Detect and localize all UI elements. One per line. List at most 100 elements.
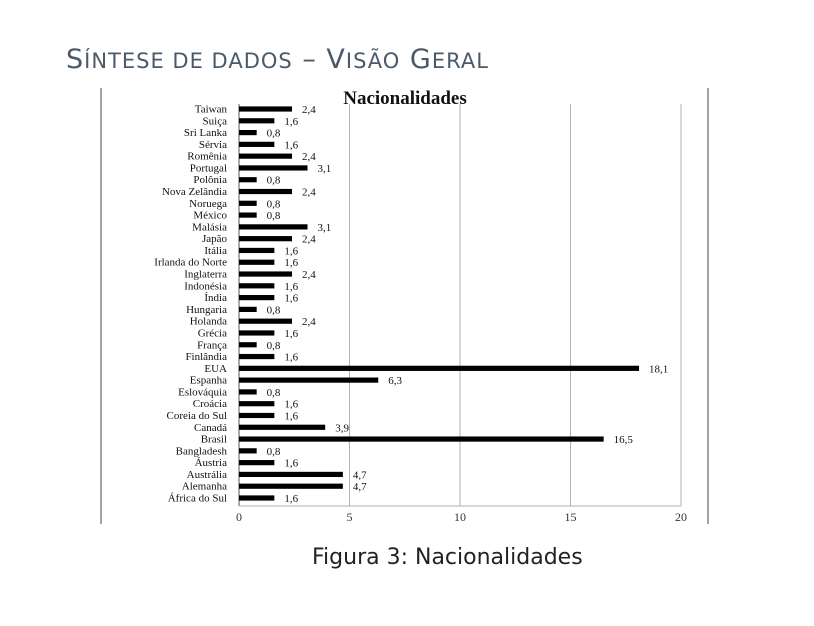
bar — [239, 188, 293, 195]
category-label: Irlanda do Norte — [154, 257, 227, 269]
slide-title-part: G — [400, 44, 432, 75]
data-label: 2,4 — [302, 104, 316, 116]
category-label: Polônia — [193, 174, 227, 186]
data-label: 2,4 — [302, 234, 316, 246]
data-label: 3,1 — [318, 222, 332, 234]
category-label: França — [197, 339, 227, 351]
category-label: Suiça — [203, 115, 228, 127]
bar — [239, 236, 293, 242]
category-label: Noruega — [189, 198, 227, 210]
data-label: 4,7 — [353, 469, 367, 481]
bar — [239, 401, 275, 407]
bar — [239, 259, 275, 265]
data-label: 2,4 — [302, 187, 316, 199]
slide-title-part: ERAL — [431, 49, 489, 73]
data-label: 3,9 — [335, 422, 349, 434]
data-label: 0,8 — [267, 198, 281, 210]
category-label: Malásia — [192, 221, 227, 233]
category-label: Índia — [204, 292, 227, 304]
category-label: Canadá — [194, 422, 227, 434]
category-label: México — [193, 210, 227, 222]
data-label: 0,8 — [267, 340, 281, 352]
data-label: 2,4 — [302, 316, 316, 328]
data-label: 1,6 — [284, 410, 298, 422]
slide-title-part: S — [66, 44, 85, 75]
data-label: 1,6 — [284, 257, 298, 269]
label-layer: 0 5 10 15 20 Taiwan 2,4 Suiça 1,6 Sri Lanka 0,8 Sér… — [154, 104, 687, 525]
category-label: Finlândia — [185, 351, 227, 363]
category-label: Nova Zelândia — [162, 186, 227, 198]
category-label: Portugal — [190, 162, 227, 174]
category-label: Holanda — [190, 316, 227, 328]
bar — [239, 353, 275, 360]
bar — [239, 306, 257, 312]
bar — [239, 412, 275, 419]
bar — [239, 448, 257, 454]
bar — [239, 483, 343, 489]
data-label: 1,6 — [284, 399, 298, 411]
category-label: Brasil — [201, 434, 227, 446]
slide-title-part: V — [326, 44, 346, 75]
data-label: 1,6 — [284, 116, 298, 128]
category-label: Grécia — [198, 327, 227, 339]
bar — [239, 200, 257, 206]
bar — [239, 365, 640, 371]
category-label: Eslováquia — [178, 386, 227, 398]
bar — [239, 330, 275, 336]
category-label: África do Sul — [168, 493, 227, 505]
data-label: 4,7 — [353, 481, 367, 493]
bar — [239, 153, 293, 159]
slide-title-part: ÍNTESE DE DADOS — [84, 49, 293, 73]
bar-layer — [239, 106, 640, 501]
category-label: Croácia — [193, 398, 227, 410]
category-label: Taiwan — [195, 104, 228, 116]
bar — [239, 342, 257, 348]
bar — [239, 436, 604, 442]
x-tick-label: 10 — [454, 510, 466, 524]
category-label: Coreia do Sul — [167, 410, 228, 422]
bar — [239, 129, 257, 136]
category-label: Sri Lanka — [184, 127, 227, 139]
bar — [239, 471, 343, 478]
data-label: 0,8 — [267, 446, 281, 458]
bar — [239, 106, 293, 112]
bar — [239, 165, 308, 171]
bar — [239, 318, 293, 324]
bar — [239, 247, 275, 254]
data-label: 1,6 — [284, 458, 298, 470]
figure-caption: Figura 3: Nacionalidades — [312, 545, 583, 570]
x-tick-label: 20 — [675, 510, 687, 524]
x-tick-label: 5 — [347, 510, 353, 524]
category-label: Romênia — [187, 151, 227, 163]
slide-title-dash: – — [292, 44, 327, 75]
data-label: 3,1 — [318, 163, 332, 175]
category-label: Inglaterra — [184, 269, 227, 281]
category-label: Japão — [202, 233, 228, 245]
bar — [239, 118, 275, 124]
bar — [239, 224, 308, 230]
data-label: 0,8 — [267, 304, 281, 316]
x-tick-label: 0 — [236, 510, 242, 524]
category-label: Itália — [204, 245, 227, 257]
bar — [239, 141, 275, 147]
category-label: Espanha — [190, 375, 227, 387]
x-tick-label: 15 — [565, 510, 577, 524]
bar — [239, 460, 275, 466]
data-label: 16,5 — [614, 434, 634, 446]
category-label: Áustria — [195, 457, 228, 469]
slide-title-part: ISÃO — [345, 49, 401, 73]
category-label: EUA — [204, 363, 227, 375]
bar — [239, 177, 257, 183]
data-label: 1,6 — [284, 245, 298, 257]
chart-title: Nacionalidades — [343, 88, 467, 109]
bar — [239, 212, 257, 218]
bar — [239, 271, 293, 277]
category-label: Indonésia — [184, 280, 227, 292]
bar — [239, 377, 379, 383]
bar — [239, 295, 275, 301]
category-label: Sérvia — [199, 139, 227, 151]
category-label: Austrália — [187, 469, 227, 481]
bar — [239, 389, 257, 395]
data-label: 18,1 — [649, 363, 668, 375]
